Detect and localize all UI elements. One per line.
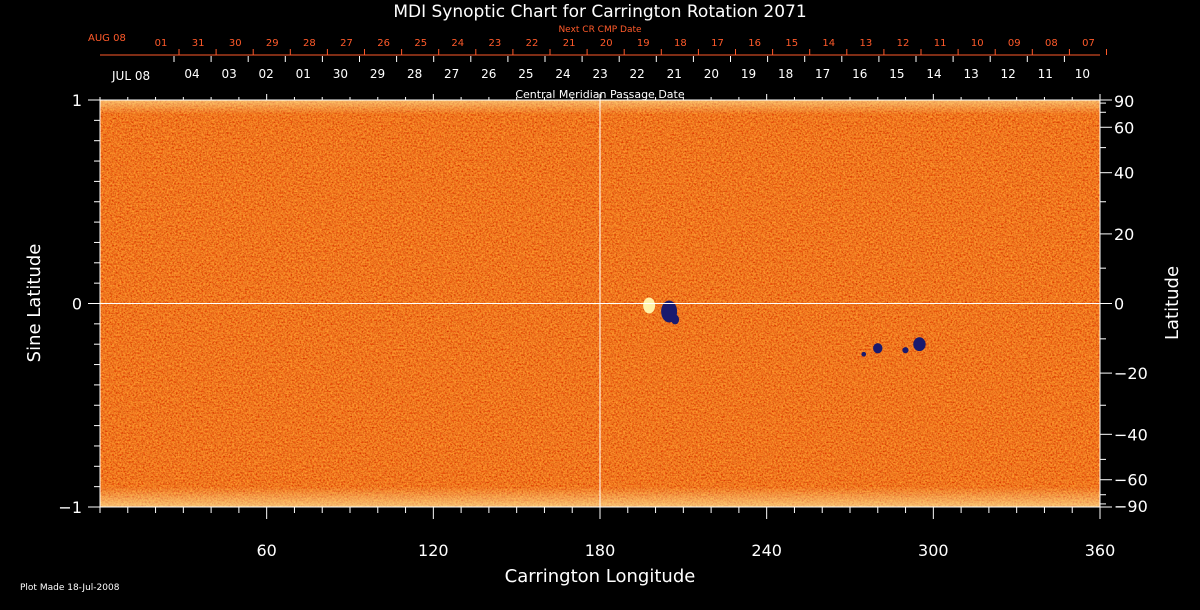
x-tick-label: 240	[751, 541, 782, 560]
next-cr-date-label: 26	[377, 38, 390, 49]
cmp-date-label: 22	[630, 67, 645, 81]
y-axis-right: 90 60 40 20 0 −20 −40 −60 −90	[1100, 92, 1148, 516]
cmp-date-label: 24	[555, 67, 570, 81]
cmp-date-label: 15	[889, 67, 904, 81]
cmp-date-label: 11	[1038, 67, 1053, 81]
next-cr-date-label: 24	[451, 38, 464, 49]
cmp-date-label: 26	[481, 67, 496, 81]
next-cr-date-label: 16	[748, 38, 761, 49]
next-cr-ticks: 01 31 30 29 28 27 26 25 24 23 22 21 20 19 18 17 16 15 14 13…	[155, 38, 1107, 55]
y-right-tick-label: −40	[1114, 425, 1148, 444]
x-tick-label: 180	[585, 541, 616, 560]
cmp-date-label: 02	[259, 67, 274, 81]
next-cr-date-label: 30	[229, 38, 242, 49]
cmp-date-label: 16	[852, 67, 867, 81]
y-right-tick-label: −20	[1114, 364, 1148, 383]
y-right-tick-label: 90	[1114, 92, 1134, 111]
y-left-tick-label: −1	[58, 498, 82, 517]
y-left-tick-label: 0	[72, 295, 82, 314]
cmp-date-label: 21	[667, 67, 682, 81]
cmp-date-label: 13	[963, 67, 978, 81]
next-cr-date-label: 15	[785, 38, 798, 49]
active-regions	[643, 297, 926, 357]
y-right-tick-label: 20	[1114, 225, 1134, 244]
y-axis-left: −1 0 1	[58, 91, 100, 517]
next-cr-date-label: 25	[414, 38, 427, 49]
cmp-date-label: 19	[741, 67, 756, 81]
cmp-date-label: 18	[778, 67, 793, 81]
positive-flux-patch	[643, 297, 656, 314]
next-cr-date-label: 10	[971, 38, 984, 49]
cmp-month-label: JUL 08	[111, 69, 150, 83]
x-axis: 60 120 180 240 300 360	[99, 94, 1116, 560]
active-region	[861, 343, 883, 357]
x-tick-label: 120	[418, 541, 449, 560]
next-cr-date-label: 08	[1045, 38, 1058, 49]
next-cr-subtitle: Next CR CMP Date	[558, 25, 642, 35]
next-cr-month-label: AUG 08	[88, 33, 126, 44]
y-left-tick-label: 1	[72, 91, 82, 110]
next-cr-date-label: 09	[1008, 38, 1021, 49]
next-cr-date-label: 29	[266, 38, 279, 49]
cmp-date-label: 12	[1001, 67, 1016, 81]
cmp-date-label: 28	[407, 67, 422, 81]
cmp-date-label: 03	[221, 67, 236, 81]
active-region	[643, 297, 680, 325]
chart-title: MDI Synoptic Chart for Carrington Rotati…	[393, 2, 806, 22]
next-cr-date-label: 20	[600, 38, 613, 49]
next-cr-date-label: 22	[526, 38, 539, 49]
cmp-date-label: 27	[444, 67, 459, 81]
active-region	[902, 337, 926, 354]
y-right-tick-label: 60	[1114, 118, 1134, 137]
next-cr-date-label: 19	[637, 38, 650, 49]
cmp-date-label: 20	[704, 67, 719, 81]
negative-flux-patch	[671, 314, 680, 325]
y-right-tick-label: −60	[1114, 471, 1148, 490]
y-right-tick-label: 0	[1114, 295, 1124, 314]
cmp-date-label: 29	[370, 67, 385, 81]
next-cr-date-label: 31	[192, 38, 205, 49]
next-cr-date-label: 17	[711, 38, 724, 49]
next-cr-date-label: 11	[934, 38, 947, 49]
cmp-date-label: 14	[926, 67, 941, 81]
negative-flux-patch	[913, 337, 926, 352]
cmp-date-label: 10	[1075, 67, 1090, 81]
y-axis-left-label: Sine Latitude	[24, 244, 45, 363]
next-cr-date-label: 21	[563, 38, 576, 49]
next-cr-date-label: 14	[822, 38, 835, 49]
negative-flux-patch	[861, 351, 867, 357]
cmp-date-label: 04	[184, 67, 199, 81]
y-axis-right-label: Latitude	[1162, 266, 1183, 340]
x-tick-label: 300	[918, 541, 949, 560]
cmp-date-label: 01	[296, 67, 311, 81]
x-axis-label: Carrington Longitude	[505, 566, 696, 587]
y-right-tick-label: 40	[1114, 164, 1134, 183]
cmp-date-label: 25	[518, 67, 533, 81]
cmp-date-label: 30	[333, 67, 348, 81]
x-tick-label: 360	[1085, 541, 1116, 560]
next-cr-date-label: 01	[155, 38, 168, 49]
next-cr-date-label: 13	[860, 38, 873, 49]
next-cr-date-label: 27	[340, 38, 353, 49]
next-cr-date-label: 18	[674, 38, 687, 49]
next-cr-date-label: 07	[1082, 38, 1095, 49]
cmp-date-label: 23	[592, 67, 607, 81]
x-tick-label: 60	[256, 541, 276, 560]
next-cr-date-label: 23	[489, 38, 502, 49]
next-cr-date-label: 12	[897, 38, 910, 49]
negative-flux-patch	[873, 343, 883, 354]
y-right-tick-label: −90	[1114, 497, 1148, 516]
cmp-date-label: 17	[815, 67, 830, 81]
negative-flux-patch	[902, 347, 909, 354]
cmp-ticks: 04 03 02 01 30 29 28 27 26 25 24 23 22 21 20 19 18 17 16 15…	[173, 56, 1090, 81]
plot-made-note: Plot Made 18-Jul-2008	[20, 583, 120, 593]
next-cr-date-label: 28	[303, 38, 316, 49]
